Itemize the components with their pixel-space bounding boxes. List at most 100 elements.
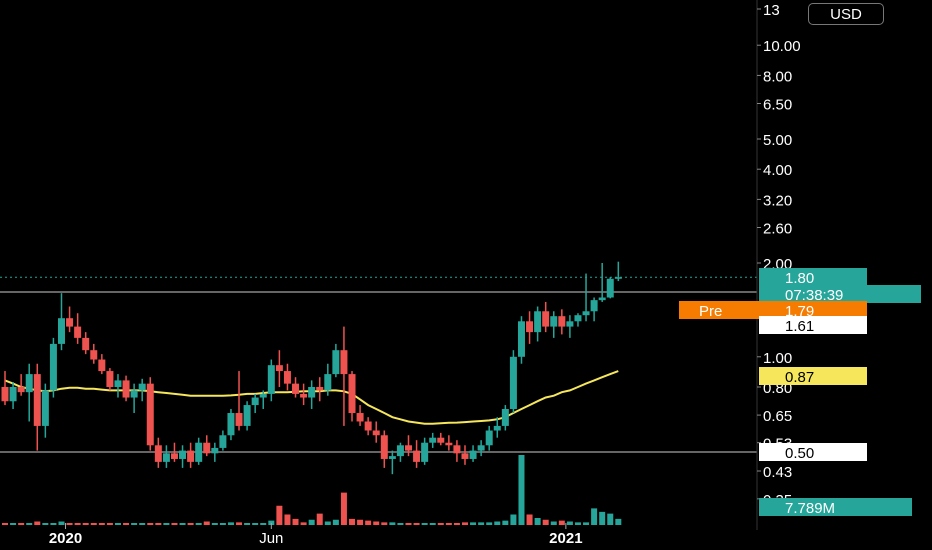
candle-body (9, 386, 17, 402)
volume-bar (437, 523, 444, 525)
volume-bar (405, 523, 412, 525)
candle-body (259, 393, 267, 398)
candle-body (356, 413, 364, 422)
volume-bar (66, 523, 73, 525)
candle-body (348, 374, 356, 414)
candle (82, 332, 90, 355)
candle (421, 437, 429, 465)
candle-body (179, 450, 187, 459)
candle-body (469, 450, 477, 459)
premarket-tag-bg (679, 301, 759, 319)
volume-bar (413, 523, 420, 525)
candle-body (364, 421, 372, 431)
volume-bar (58, 521, 65, 525)
candle (162, 445, 170, 468)
candle (17, 374, 25, 396)
candle-body (154, 445, 162, 462)
candle (453, 440, 461, 462)
candle-body (421, 442, 429, 462)
candle-body (17, 386, 25, 393)
candle-body (461, 453, 469, 459)
volume-bar (566, 521, 573, 525)
volume-bar (179, 523, 186, 525)
candle (493, 417, 501, 438)
candle-body (606, 278, 614, 298)
volume-bar (98, 523, 105, 525)
candle (574, 313, 582, 327)
volume-bar (211, 523, 218, 525)
candle-body (195, 442, 203, 462)
upper-level-tag-label: 1.61 (785, 318, 814, 335)
candle (259, 390, 267, 409)
volume-bar (429, 523, 436, 525)
candle (445, 435, 453, 451)
candle-body (25, 374, 33, 393)
candle (501, 405, 509, 431)
candle-body (509, 356, 517, 409)
volume-bar (203, 521, 210, 525)
candle-body (566, 321, 574, 327)
candle (542, 301, 550, 333)
volume-bar (494, 521, 501, 525)
countdown-tag-bg (759, 285, 921, 303)
candle (74, 313, 82, 344)
candle (388, 450, 396, 475)
premarket-value-bg (759, 301, 867, 319)
ma-value-tag-bg (759, 367, 867, 385)
price-axis[interactable]: 1310.008.006.505.004.003.202.602.001.000… (757, 2, 801, 509)
candle (179, 445, 187, 468)
candle (429, 432, 437, 448)
volume-bar (365, 520, 372, 525)
volume-bar (421, 523, 428, 525)
candle-body (267, 365, 275, 394)
upper-level-tag: 1.61 (759, 316, 867, 335)
candle-body (526, 321, 534, 333)
candle (324, 363, 332, 396)
candle (372, 421, 380, 443)
lower-level-tag-label: 0.50 (785, 445, 814, 462)
candle-body (243, 405, 251, 426)
time-axis[interactable]: 2020 Jun 2021 (49, 523, 583, 547)
candle-body (316, 386, 324, 391)
x-tick-label: 2021 (549, 530, 582, 547)
volume-bar (300, 522, 307, 525)
volume-bar (324, 521, 331, 525)
volume-bar (445, 523, 452, 525)
volume-bar (90, 523, 97, 525)
volume-bar (510, 514, 517, 525)
candle (485, 425, 493, 451)
candle-body (283, 371, 291, 384)
currency-button[interactable]: USD (808, 3, 884, 25)
candle (292, 377, 300, 398)
candle-body (574, 315, 582, 322)
candle-body (388, 456, 396, 459)
candle-body (138, 383, 146, 391)
candle-body (66, 318, 74, 327)
candle-body (235, 413, 243, 426)
volume-bar (195, 523, 202, 525)
ma-value-tag: 0.87 (759, 367, 867, 386)
volume-bar (518, 455, 525, 525)
candle (267, 359, 275, 402)
volume-bar (308, 519, 315, 525)
candle (114, 374, 122, 398)
candle (243, 401, 251, 431)
last-price-tag-label: 1.80 (785, 270, 814, 287)
volume-bar (244, 523, 251, 525)
volume-bar (147, 523, 154, 525)
candle-body (324, 374, 332, 391)
candle-body (203, 442, 211, 454)
volume-bar (461, 522, 468, 525)
candle (380, 430, 388, 468)
countdown-tag-label: 07:38:39 (785, 287, 843, 304)
candle (138, 378, 146, 402)
volume-bar (252, 523, 259, 525)
volume-bar (340, 492, 347, 525)
candle (106, 368, 114, 391)
volume-bar (219, 523, 226, 525)
candles (1, 261, 622, 475)
volume-bar (227, 522, 234, 525)
y-tick-label: 13 (763, 2, 780, 19)
candle (195, 437, 203, 465)
